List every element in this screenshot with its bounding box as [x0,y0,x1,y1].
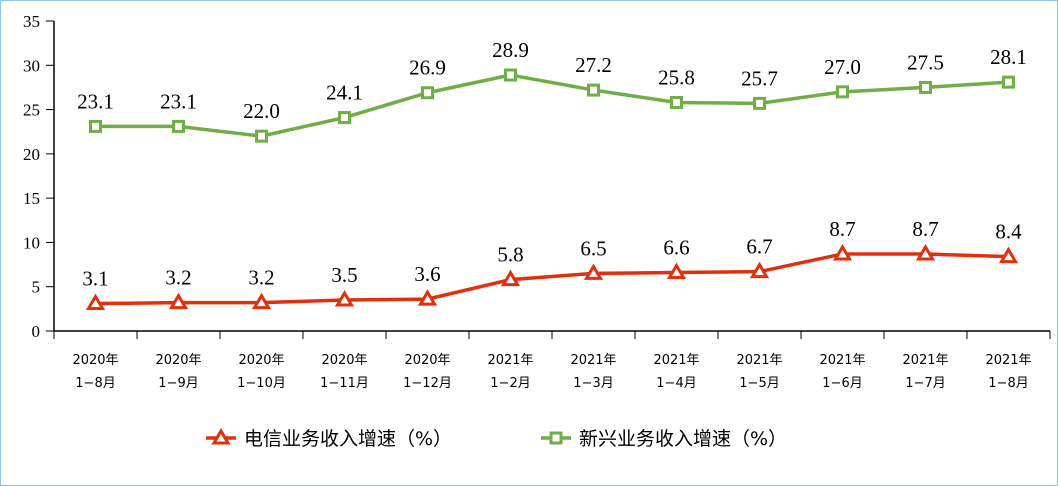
x-tick-label: 2020年 [404,353,450,368]
data-label: 6.6 [663,236,689,260]
legend-triangle-icon [211,428,231,445]
y-tick-label: 20 [23,145,40,164]
data-point [670,95,683,109]
data-point [666,262,687,280]
x-tick-label: 2021年 [736,353,782,368]
data-label: 26.9 [409,56,446,80]
data-point [500,269,521,287]
data-point [421,86,434,100]
series-line-1 [95,73,1009,138]
legend-label: 新兴业务收入增速（%） [579,428,787,450]
x-tick-label: 1−3月 [573,376,613,391]
x-tick-label: 1−2月 [490,376,530,391]
x-tick-label: 1−8月 [75,376,115,391]
data-point [172,119,185,133]
data-label: 6.7 [746,235,772,259]
legend-square-icon [549,431,563,445]
data-point [583,263,604,280]
data-point [1002,75,1015,89]
x-tick-label: 1−9月 [158,376,198,391]
data-point [915,243,936,261]
data-label: 28.1 [990,45,1027,69]
data-point [255,129,268,143]
data-point [998,246,1019,264]
data-label: 3.2 [165,266,191,290]
data-point [168,292,189,310]
data-point [749,261,770,279]
data-label: 23.1 [160,89,197,113]
y-tick-label: 30 [23,56,40,75]
x-tick-label: 2021年 [985,353,1031,368]
data-point [89,119,102,133]
x-tick-label: 2021年 [819,353,865,368]
data-point [251,292,272,310]
data-point [836,85,849,99]
y-tick-label: 15 [23,189,40,208]
data-point [417,289,438,306]
x-tick-label: 1−6月 [822,376,862,391]
data-label: 27.5 [907,50,944,74]
data-label: 6.5 [580,236,606,260]
series-line-0 [95,252,1009,306]
data-label: 3.5 [331,263,357,287]
data-label: 24.1 [326,81,363,105]
data-point [338,111,351,125]
y-tick-label: 25 [23,101,40,120]
data-label: 5.8 [497,243,523,267]
x-tick-label: 2020年 [321,353,367,368]
x-tick-label: 2021年 [570,353,616,368]
data-point [504,68,517,82]
data-label: 23.1 [77,89,114,113]
data-label: 27.2 [575,53,612,77]
x-tick-label: 2020年 [238,353,284,368]
x-tick-label: 1−7月 [905,376,945,391]
x-tick-label: 2021年 [902,353,948,368]
y-tick-label: 0 [32,322,41,341]
data-point [832,243,853,261]
data-point [587,83,600,97]
x-tick-label: 1−11月 [320,376,369,391]
data-label: 22.0 [243,99,280,123]
x-tick-label: 2021年 [653,353,699,368]
y-tick-label: 10 [23,233,40,252]
x-tick-label: 2020年 [155,353,201,368]
data-label: 25.7 [741,66,778,90]
x-tick-label: 1−12月 [403,376,452,391]
x-tick-label: 2021年 [487,353,533,368]
data-label: 27.0 [824,55,861,79]
x-tick-label: 1−10月 [237,376,286,391]
data-point [334,290,355,307]
data-point [85,293,106,311]
x-tick-label: 1−4月 [656,376,696,391]
x-tick-label: 2020年 [72,353,118,368]
legend-label: 电信业务收入增速（%） [244,428,452,450]
x-tick-label: 1−8月 [988,376,1028,391]
data-label: 25.8 [658,65,695,89]
data-label: 3.1 [82,267,108,291]
y-tick-label: 5 [32,278,41,297]
data-point [753,96,766,110]
data-label: 28.9 [492,38,529,62]
data-label: 3.2 [248,266,274,290]
x-tick-label: 1−5月 [739,376,779,391]
y-tick-label: 35 [23,12,40,31]
data-label: 8.7 [829,217,855,241]
data-label: 3.6 [414,262,440,286]
data-point [919,80,932,94]
data-label: 8.4 [995,220,1022,244]
data-label: 8.7 [912,217,938,241]
